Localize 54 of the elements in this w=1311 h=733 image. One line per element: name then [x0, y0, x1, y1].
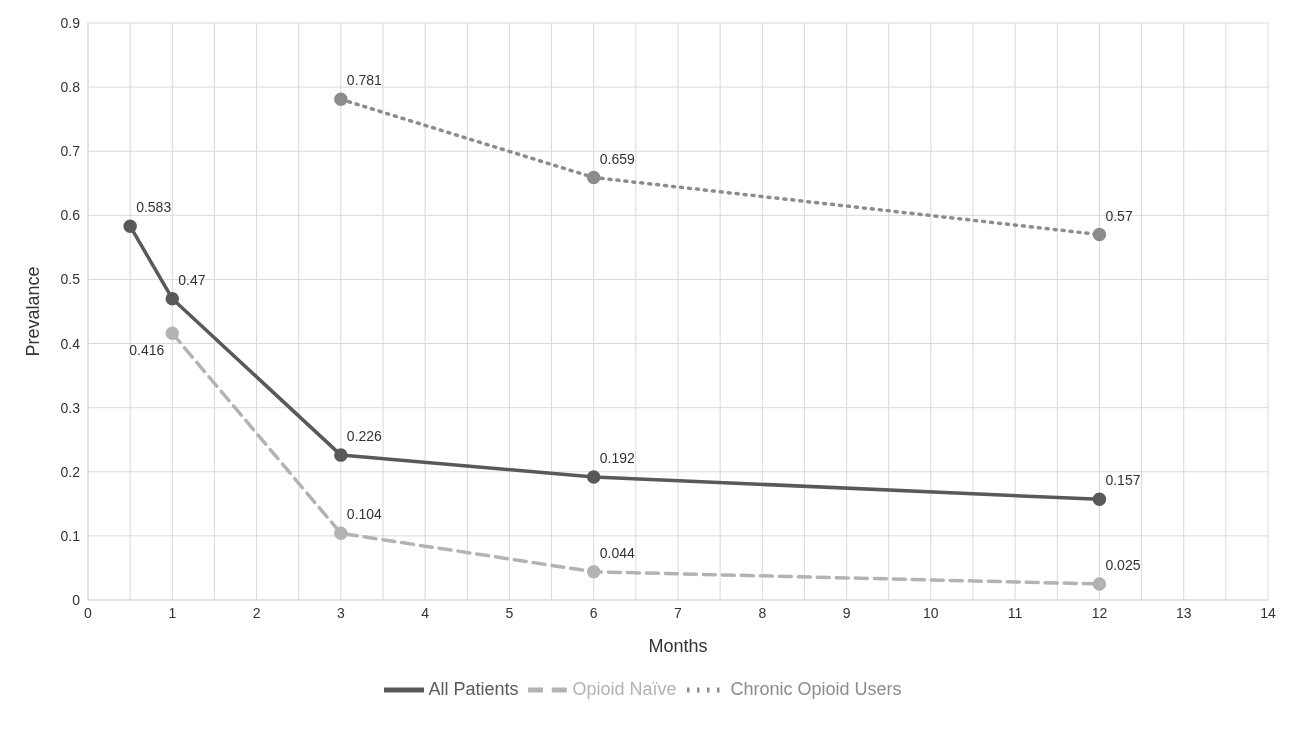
x-tick-label: 4	[421, 604, 430, 621]
x-tick-label: 13	[1175, 604, 1192, 621]
y-tick-label: 0.5	[60, 271, 81, 288]
y-tick-label: 0.4	[60, 335, 81, 352]
y-tick-label: 0.3	[60, 399, 81, 416]
y-axis-title: Prevalance	[23, 266, 44, 357]
data-label: 0.157	[1105, 472, 1141, 489]
data-label: 0.416	[129, 342, 165, 359]
x-tick-label: 11	[1007, 604, 1023, 621]
data-label: 0.192	[599, 449, 635, 466]
point	[586, 565, 601, 579]
legend-label: All Patients	[428, 678, 519, 699]
x-tick-label: 0	[84, 604, 93, 621]
point	[586, 170, 601, 185]
point	[1092, 577, 1107, 591]
y-tick-label: 0.1	[60, 527, 81, 544]
legend-label: Opioid Naïve	[572, 678, 677, 699]
x-tick-label: 14	[1260, 604, 1276, 621]
x-tick-label: 8	[758, 604, 767, 621]
x-axis-title: Months	[648, 636, 708, 656]
data-label: 0.781	[346, 72, 383, 89]
point	[334, 448, 348, 462]
point	[165, 326, 180, 341]
data-label: 0.57	[1105, 207, 1133, 224]
y-tick-label: 0.8	[60, 79, 81, 96]
data-label: 0.044	[599, 544, 635, 561]
x-tick-label: 3	[336, 604, 345, 621]
x-tick-label: 6	[589, 604, 598, 621]
y-tick-label: 0.7	[60, 143, 81, 160]
y-tick-label: 0	[72, 591, 81, 608]
x-tick-label: 2	[252, 604, 261, 621]
point	[1092, 492, 1107, 507]
y-tick-label: 0.6	[60, 207, 81, 224]
x-tick-label: 7	[674, 604, 683, 621]
data-label: 0.47	[178, 271, 206, 288]
data-label: 0.025	[1105, 556, 1141, 573]
legend-label: Chronic Opioid Users	[730, 678, 902, 699]
point	[1092, 227, 1107, 242]
point	[586, 470, 601, 484]
y-tick-label: 0.9	[60, 14, 81, 31]
x-tick-label: 12	[1091, 604, 1108, 621]
data-label: 0.659	[599, 150, 635, 167]
x-tick-label: 5	[505, 604, 514, 621]
data-label: 0.104	[346, 506, 383, 523]
x-tick-label: 1	[168, 604, 177, 621]
point	[334, 92, 348, 107]
point	[123, 219, 137, 233]
x-tick-label: 10	[923, 604, 939, 621]
data-label: 0.226	[346, 428, 383, 445]
point	[334, 526, 348, 541]
data-label: 0.583	[136, 199, 172, 216]
y-tick-label: 0.2	[60, 463, 81, 480]
x-tick-label: 9	[842, 604, 851, 621]
point	[165, 291, 180, 306]
